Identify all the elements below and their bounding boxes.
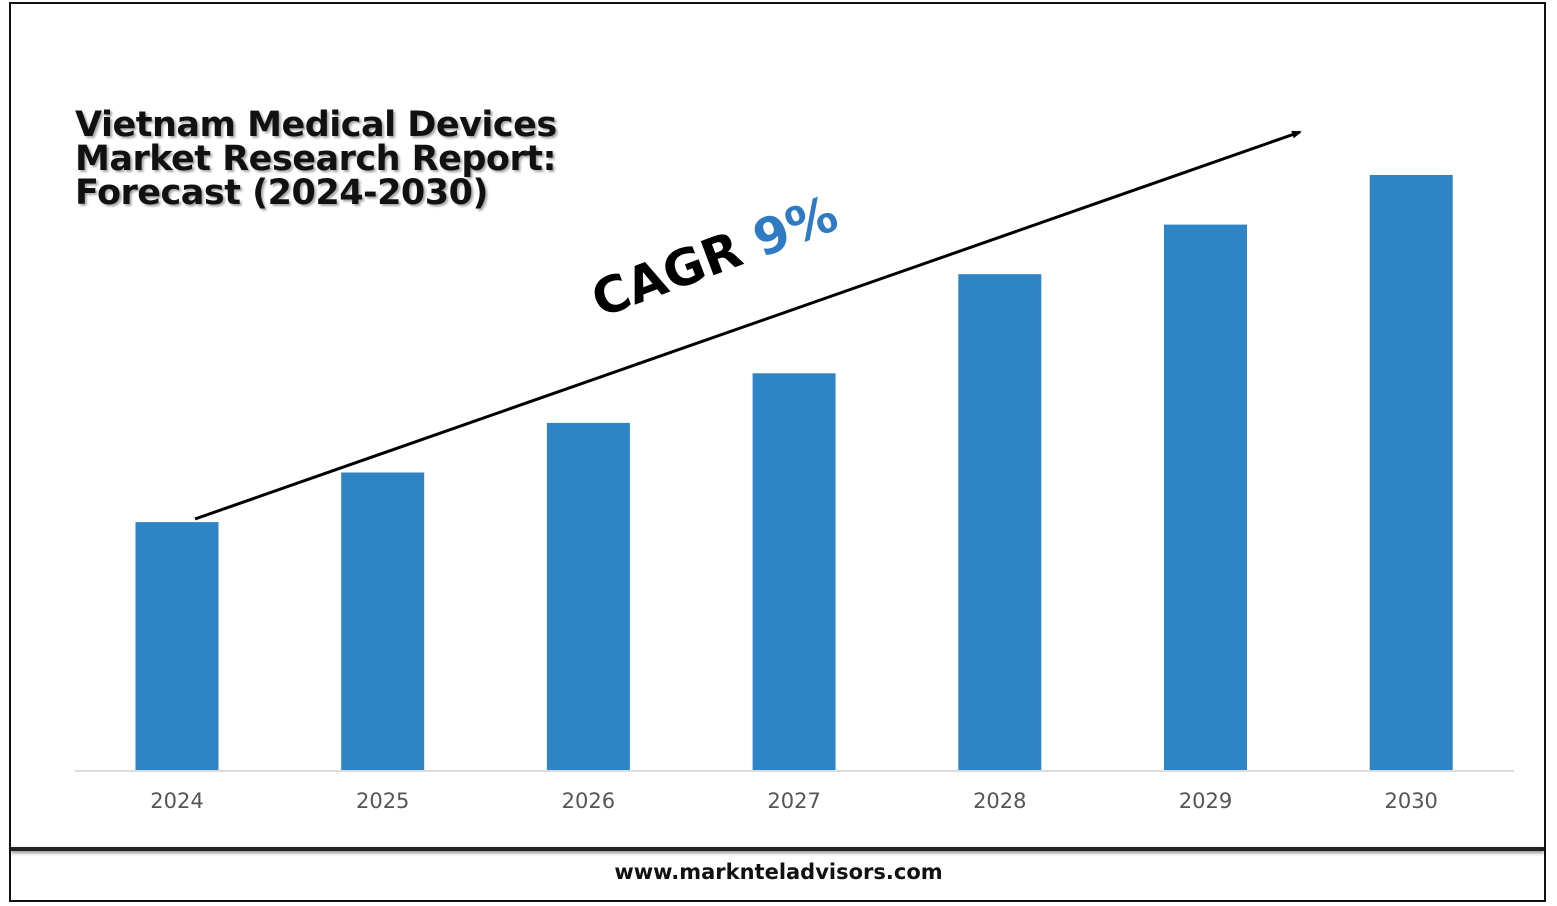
bar-2024 <box>135 522 219 770</box>
title-line-2: Market Research Report: <box>75 139 556 179</box>
bar-2029 <box>1164 224 1247 771</box>
x-tick-label-2028: 2028 <box>973 789 1026 813</box>
bar-2028 <box>958 274 1042 770</box>
bar-2025 <box>341 472 425 770</box>
x-tick-label-2025: 2025 <box>356 789 409 813</box>
footer-divider <box>11 847 1544 851</box>
bars-layer <box>135 175 1453 771</box>
x-tick-label-2027: 2027 <box>767 789 820 813</box>
x-tick-labels: 2024 2025 2026 2027 2028 2029 2030 <box>150 789 1438 813</box>
title-line-3: Forecast (2024-2030) <box>75 173 488 213</box>
x-tick-label-2024: 2024 <box>150 789 203 813</box>
x-tick-label-2026: 2026 <box>562 789 615 813</box>
bar-2026 <box>546 422 630 770</box>
bar-2027 <box>752 373 836 770</box>
website-url: www.marknteladvisors.com <box>614 860 943 884</box>
x-tick-label-2030: 2030 <box>1384 789 1437 813</box>
title-line-1: Vietnam Medical Devices <box>75 105 557 145</box>
x-tick-label-2029: 2029 <box>1179 789 1232 813</box>
chart-title: Vietnam Medical Devices Market Research … <box>75 105 557 213</box>
trend-arrow <box>194 130 1302 521</box>
bar-2030 <box>1369 175 1453 770</box>
